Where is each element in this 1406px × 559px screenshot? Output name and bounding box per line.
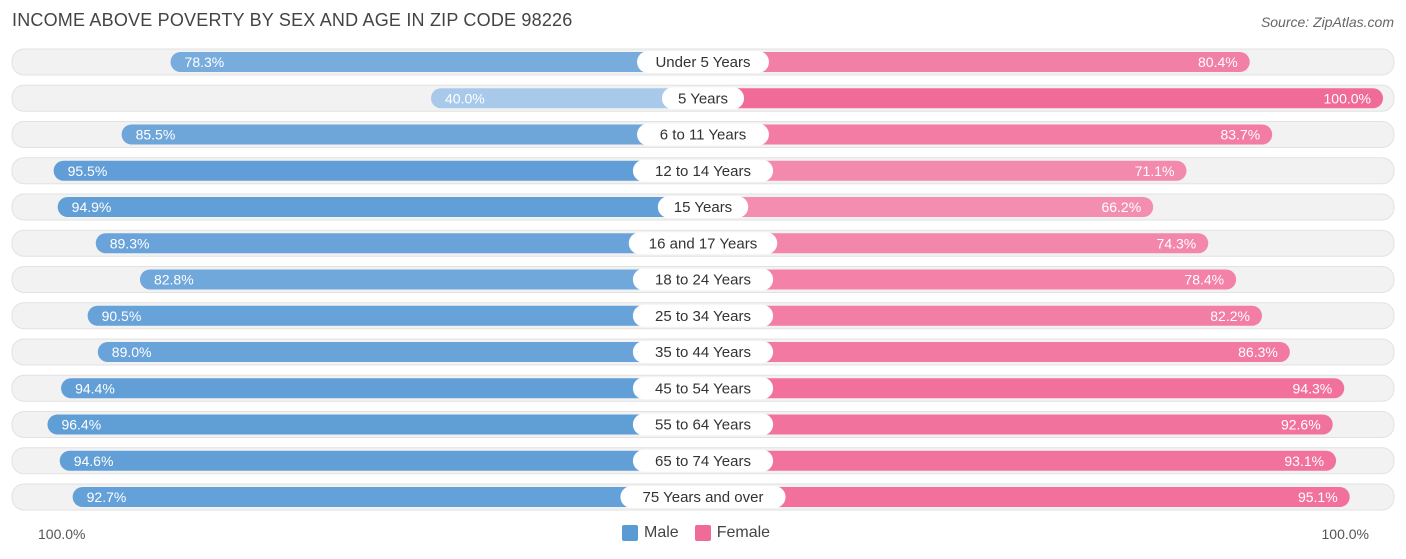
bar-female: [703, 305, 1262, 326]
data-label-female: 78.4%: [1184, 272, 1224, 288]
data-label-female: 80.4%: [1198, 54, 1238, 70]
data-label-female: 92.6%: [1281, 417, 1321, 433]
bar-female: [703, 88, 1383, 109]
bar-female: [703, 233, 1209, 254]
category-pill: [661, 87, 745, 110]
category-pill: [632, 159, 774, 182]
category-pill: [632, 449, 774, 472]
data-label-male: 82.8%: [154, 272, 194, 288]
bar-male: [53, 160, 704, 181]
category-pill: [632, 304, 774, 327]
category-pill: [632, 413, 774, 436]
data-label-male: 94.6%: [74, 453, 114, 469]
legend-label-female: Female: [716, 524, 771, 541]
data-label-female: 94.3%: [1293, 380, 1333, 396]
bar-male: [97, 342, 704, 362]
data-label-male: 90.5%: [102, 308, 142, 324]
bar-female: [703, 269, 1237, 290]
data-label-male: 85.5%: [136, 127, 176, 143]
category-label: 55 to 64 Years: [655, 417, 751, 434]
category-pill: [632, 341, 774, 363]
category-pill: [620, 486, 786, 508]
bar-female: [703, 197, 1154, 217]
category-label: 15 Years: [674, 199, 732, 216]
legend-item-male: Male: [622, 524, 679, 542]
data-label-female: 82.2%: [1210, 308, 1250, 324]
data-label-female: 74.3%: [1157, 235, 1197, 251]
bar-male: [72, 487, 703, 507]
category-label: Under 5 Years: [655, 54, 750, 71]
bar-male: [431, 88, 703, 109]
category-label: 65 to 74 Years: [655, 453, 751, 470]
data-label-female: 95.1%: [1298, 489, 1338, 505]
bar-female: [703, 378, 1345, 399]
data-label-male: 89.0%: [112, 344, 152, 360]
legend-swatch-male: [622, 525, 638, 541]
data-label-male: 96.4%: [61, 417, 101, 433]
bar-male: [139, 269, 703, 290]
category-pill: [632, 377, 774, 400]
bar-male: [57, 197, 704, 217]
data-label-male: 94.4%: [75, 380, 115, 396]
data-label-female: 66.2%: [1101, 199, 1141, 215]
axis-label-right: 100.0%: [1321, 526, 1369, 542]
bar-female: [703, 487, 1350, 507]
data-label-male: 89.3%: [110, 235, 150, 251]
data-label-male: 92.7%: [87, 489, 127, 505]
bar-male: [121, 124, 704, 145]
category-label: 35 to 44 Years: [655, 344, 751, 361]
bar-female: [703, 160, 1187, 181]
category-label: 12 to 14 Years: [655, 163, 751, 180]
data-label-male: 94.9%: [72, 199, 112, 215]
category-label: 75 Years and over: [643, 489, 764, 506]
legend-item-female: Female: [694, 524, 771, 542]
bar-male: [95, 233, 703, 254]
data-label-male: 95.5%: [68, 163, 108, 179]
category-label: 25 to 34 Years: [655, 308, 751, 325]
category-pill: [637, 51, 769, 73]
chart-legend: Male Female: [622, 524, 778, 542]
category-label: 18 to 24 Years: [655, 272, 751, 289]
bar-male: [47, 414, 704, 435]
category-label: 5 Years: [678, 90, 728, 107]
bar-male: [170, 52, 703, 72]
data-label-male: 78.3%: [185, 54, 225, 70]
legend-label-male: Male: [644, 524, 679, 541]
data-label-male: 40.0%: [445, 90, 485, 106]
data-label-female: 71.1%: [1135, 163, 1175, 179]
bar-female: [703, 342, 1290, 362]
category-label: 16 and 17 Years: [649, 235, 757, 252]
data-label-female: 100.0%: [1324, 90, 1371, 106]
bar-male: [61, 378, 703, 399]
category-pill: [637, 123, 769, 146]
chart-title: INCOME ABOVE POVERTY BY SEX AND AGE IN Z…: [12, 10, 573, 30]
category-pill: [632, 268, 774, 291]
category-label: 45 to 54 Years: [655, 380, 751, 397]
data-label-female: 83.7%: [1220, 127, 1260, 143]
axis-label-left: 100.0%: [38, 526, 86, 542]
category-label: 6 to 11 Years: [660, 127, 746, 144]
bar-female: [703, 124, 1273, 145]
legend-swatch-female: [694, 525, 711, 541]
category-pill: [657, 196, 749, 218]
bar-male: [87, 305, 704, 326]
data-label-female: 93.1%: [1284, 453, 1324, 469]
bar-male: [59, 450, 704, 471]
category-pill: [628, 232, 778, 255]
bar-female: [703, 414, 1333, 435]
data-label-female: 86.3%: [1238, 344, 1278, 360]
bar-female: [703, 450, 1337, 471]
diverging-bar-chart: 78.3% 80.4% Under 5 Years 40.0% 100.0% 5 Year…: [11, 48, 1395, 511]
chart-source: Source: ZipAtlas.com: [1260, 14, 1394, 30]
bar-female: [703, 52, 1250, 72]
